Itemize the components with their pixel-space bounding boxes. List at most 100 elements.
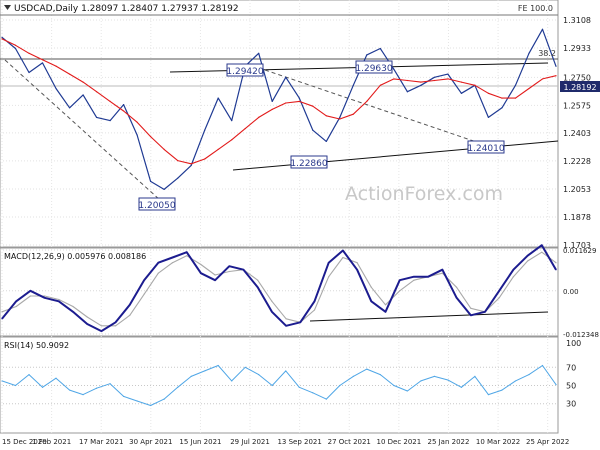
rsi-y-tick-label: 50: [566, 382, 576, 391]
rsi-line-point: [366, 368, 368, 370]
macd-line: [1, 244, 557, 333]
signal-line: [1, 251, 557, 327]
price-line-point: [541, 28, 544, 30]
rsi-line-point: [41, 386, 44, 388]
signal-line-point: [228, 270, 230, 273]
price-line-point: [82, 94, 84, 96]
price-line-point: [366, 54, 368, 56]
signal-line-point: [526, 260, 529, 262]
price-line-point: [393, 68, 395, 70]
ma-line-point: [68, 73, 71, 75]
price-y-tick-label: 1.2053: [563, 185, 591, 194]
signal-line-point: [285, 318, 287, 320]
price-line-point: [298, 97, 300, 99]
signal-line-point: [370, 286, 372, 288]
current-price-label: 1.28192: [563, 83, 596, 92]
signal-line-point: [143, 293, 145, 295]
annotation-low-1-label: 1.20050: [138, 201, 175, 211]
ma-line-point: [393, 78, 395, 80]
ma-line-point: [447, 78, 449, 80]
ma-line-point: [514, 97, 517, 99]
rsi-title: RSI(14) 50.9092: [4, 341, 69, 350]
x-tick-label: 29 Jul 2021: [230, 438, 270, 446]
price-line-point: [258, 52, 260, 54]
price-line-point: [501, 107, 503, 109]
macd-line-point: [228, 265, 230, 267]
macd-line-point: [72, 311, 74, 313]
x-tick-label: 25 Apr 2022: [526, 438, 569, 446]
signal-line-point: [441, 272, 443, 274]
symbol-line: USDCAD,Daily 1.28097 1.28407 1.27937 1.2…: [14, 4, 239, 14]
annotation-high-1-label: 1.29420: [226, 67, 263, 77]
ma-line-point: [217, 148, 219, 150]
rsi-line-point: [68, 389, 71, 391]
ma-line-point: [339, 118, 341, 120]
rsi-line-point: [487, 394, 490, 396]
y-tick-labels: 1.3108 1.2933 1.2750 1.2575 1.2403 1.2228 1.20…: [563, 16, 599, 409]
x-tick-label: 15 Jun 2021: [179, 438, 221, 446]
rsi-line-point: [393, 384, 395, 387]
signal-line-point: [15, 305, 17, 308]
rsi-line-point: [190, 375, 192, 377]
signal-line-point: [313, 309, 316, 311]
macd-line-point: [58, 300, 60, 302]
ma-line-point: [82, 81, 84, 83]
macd-line-point: [86, 323, 88, 325]
signal-line-point: [58, 298, 60, 301]
ma-line-point: [258, 116, 260, 118]
ma-line-point: [366, 100, 368, 102]
price-line-point: [487, 116, 490, 118]
macd-line-point: [44, 297, 46, 299]
annotation-high-1: 1.29420: [226, 63, 264, 77]
rsi-line-point: [271, 384, 273, 387]
ma-line-point: [1, 38, 3, 40]
price-line-point: [163, 188, 165, 191]
annotation-high-2-label: 1.29630: [355, 64, 392, 74]
price-line-point: [325, 140, 327, 142]
price-y-tick-label: 1.2933: [563, 44, 591, 53]
macd-line-point: [541, 244, 543, 246]
rsi-line-point: [231, 380, 233, 382]
rsi-line-point: [285, 370, 287, 372]
price-line-point: [460, 92, 463, 94]
rsi-line-point: [177, 386, 179, 388]
macd-line-point: [115, 321, 117, 323]
dashed-trendlines: [4, 59, 501, 201]
price-line-point: [555, 65, 557, 67]
rsi-line-point: [474, 375, 476, 377]
x-tick-label: 1 Feb 2021: [32, 438, 71, 446]
x-tick-label: 13 Sep 2021: [277, 438, 321, 446]
signal-line-point: [555, 262, 557, 264]
rsi-line-point: [420, 380, 422, 382]
annotation-low-1: 1.20050: [138, 197, 176, 211]
price-line-point: [447, 73, 449, 75]
price-line-point: [190, 164, 192, 167]
annotation-low-3: 1.24010: [467, 140, 505, 154]
signal-line-point: [157, 272, 159, 274]
x-tick-label: 17 Mar 2021: [79, 438, 123, 446]
signal-line-point: [498, 297, 500, 299]
price-y-tick-label: 1.2750: [563, 73, 591, 82]
rsi-line-point: [514, 380, 517, 382]
rsi-y-tick-label: 70: [566, 363, 576, 372]
price-line-point: [312, 129, 314, 131]
ma-line-point: [163, 148, 165, 150]
macd-line-point: [186, 251, 188, 253]
ma-line: [1, 38, 557, 165]
rsi-line-point: [95, 387, 98, 389]
price-line-point: [420, 84, 422, 86]
signal-line-point: [455, 286, 458, 288]
macd-line-point: [15, 300, 17, 302]
macd-line-point: [526, 255, 529, 257]
rsi-line-point: [447, 379, 449, 381]
ma-line-point: [109, 100, 111, 102]
chart-header: USDCAD,Daily 1.28097 1.28407 1.27937 1.2…: [4, 4, 556, 350]
macd-series: [1, 244, 557, 333]
price-series: [1, 28, 557, 191]
dropdown-triangle-icon[interactable]: [4, 5, 11, 10]
price-line-point: [14, 47, 17, 50]
signal-line-point: [342, 256, 344, 259]
ma-line-point: [95, 91, 98, 93]
ma-line-point: [231, 139, 233, 141]
